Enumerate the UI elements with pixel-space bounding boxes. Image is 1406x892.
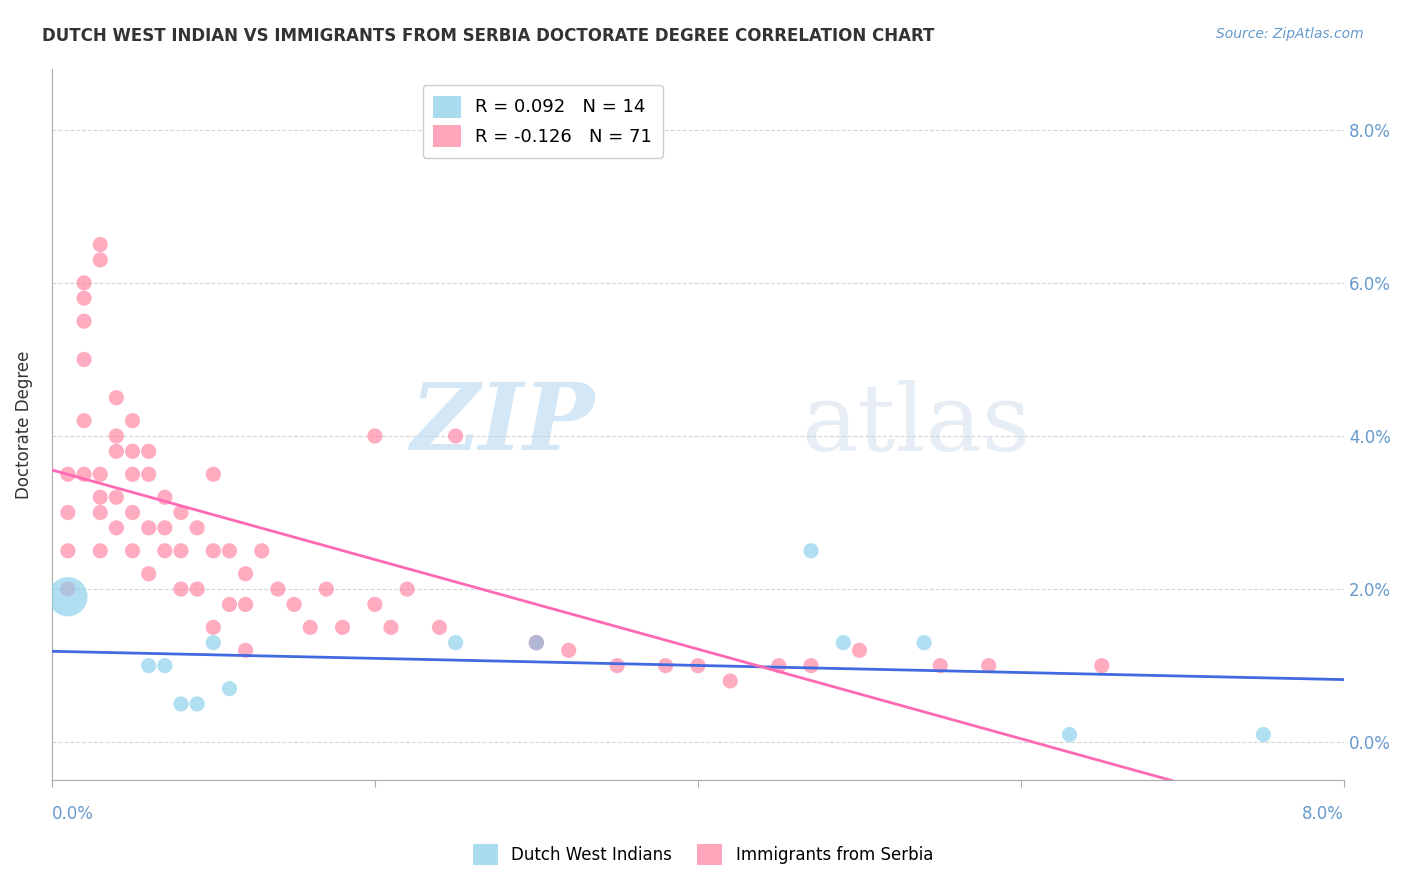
Point	[912, 635, 935, 649]
Point	[250, 544, 273, 558]
Point	[429, 620, 451, 634]
Point	[380, 620, 402, 634]
Point	[202, 635, 225, 649]
Point	[73, 467, 96, 482]
Point	[606, 658, 628, 673]
Point	[153, 544, 176, 558]
Point	[56, 467, 79, 482]
Point	[235, 566, 257, 581]
Legend: Dutch West Indians, Immigrants from Serbia: Dutch West Indians, Immigrants from Serb…	[463, 834, 943, 875]
Y-axis label: Doctorate Degree: Doctorate Degree	[15, 351, 32, 499]
Point	[73, 314, 96, 328]
Point	[235, 598, 257, 612]
Point	[170, 544, 193, 558]
Point	[121, 414, 143, 428]
Point	[121, 444, 143, 458]
Point	[202, 544, 225, 558]
Point	[170, 506, 193, 520]
Point	[153, 490, 176, 504]
Point	[444, 635, 467, 649]
Point	[315, 582, 337, 596]
Point	[138, 658, 160, 673]
Point	[56, 582, 79, 596]
Point	[138, 444, 160, 458]
Point	[526, 635, 548, 649]
Point	[89, 467, 111, 482]
Point	[768, 658, 790, 673]
Point	[686, 658, 709, 673]
Legend: R = 0.092   N = 14, R = -0.126   N = 71: R = 0.092 N = 14, R = -0.126 N = 71	[423, 85, 662, 158]
Point	[105, 429, 128, 443]
Text: ZIP: ZIP	[411, 379, 595, 469]
Point	[202, 620, 225, 634]
Point	[848, 643, 870, 657]
Point	[121, 506, 143, 520]
Point	[105, 444, 128, 458]
Point	[105, 391, 128, 405]
Point	[121, 467, 143, 482]
Point	[235, 643, 257, 657]
Point	[364, 429, 387, 443]
Text: atlas: atlas	[801, 379, 1031, 469]
Text: DUTCH WEST INDIAN VS IMMIGRANTS FROM SERBIA DOCTORATE DEGREE CORRELATION CHART: DUTCH WEST INDIAN VS IMMIGRANTS FROM SER…	[42, 27, 935, 45]
Point	[557, 643, 579, 657]
Point	[654, 658, 676, 673]
Point	[364, 598, 387, 612]
Point	[283, 598, 305, 612]
Point	[121, 544, 143, 558]
Point	[73, 352, 96, 367]
Text: 0.0%: 0.0%	[52, 805, 94, 823]
Point	[105, 490, 128, 504]
Point	[1253, 727, 1275, 741]
Point	[299, 620, 322, 634]
Point	[332, 620, 354, 634]
Point	[526, 635, 548, 649]
Point	[153, 658, 176, 673]
Point	[89, 237, 111, 252]
Point	[138, 467, 160, 482]
Point	[977, 658, 1000, 673]
Point	[73, 414, 96, 428]
Point	[718, 673, 741, 688]
Point	[89, 506, 111, 520]
Point	[202, 467, 225, 482]
Point	[929, 658, 952, 673]
Point	[153, 521, 176, 535]
Point	[526, 635, 548, 649]
Point	[218, 598, 240, 612]
Point	[267, 582, 290, 596]
Point	[138, 566, 160, 581]
Point	[800, 544, 823, 558]
Point	[73, 276, 96, 290]
Point	[56, 506, 79, 520]
Point	[186, 697, 208, 711]
Point	[396, 582, 419, 596]
Point	[170, 697, 193, 711]
Point	[186, 521, 208, 535]
Point	[170, 582, 193, 596]
Point	[89, 490, 111, 504]
Point	[1059, 727, 1081, 741]
Point	[186, 582, 208, 596]
Point	[89, 252, 111, 267]
Point	[89, 544, 111, 558]
Point	[218, 544, 240, 558]
Text: 8.0%: 8.0%	[1302, 805, 1344, 823]
Point	[218, 681, 240, 696]
Point	[800, 658, 823, 673]
Point	[56, 590, 79, 604]
Point	[56, 544, 79, 558]
Point	[444, 429, 467, 443]
Point	[138, 521, 160, 535]
Point	[105, 521, 128, 535]
Point	[1091, 658, 1114, 673]
Point	[73, 291, 96, 305]
Point	[832, 635, 855, 649]
Text: Source: ZipAtlas.com: Source: ZipAtlas.com	[1216, 27, 1364, 41]
